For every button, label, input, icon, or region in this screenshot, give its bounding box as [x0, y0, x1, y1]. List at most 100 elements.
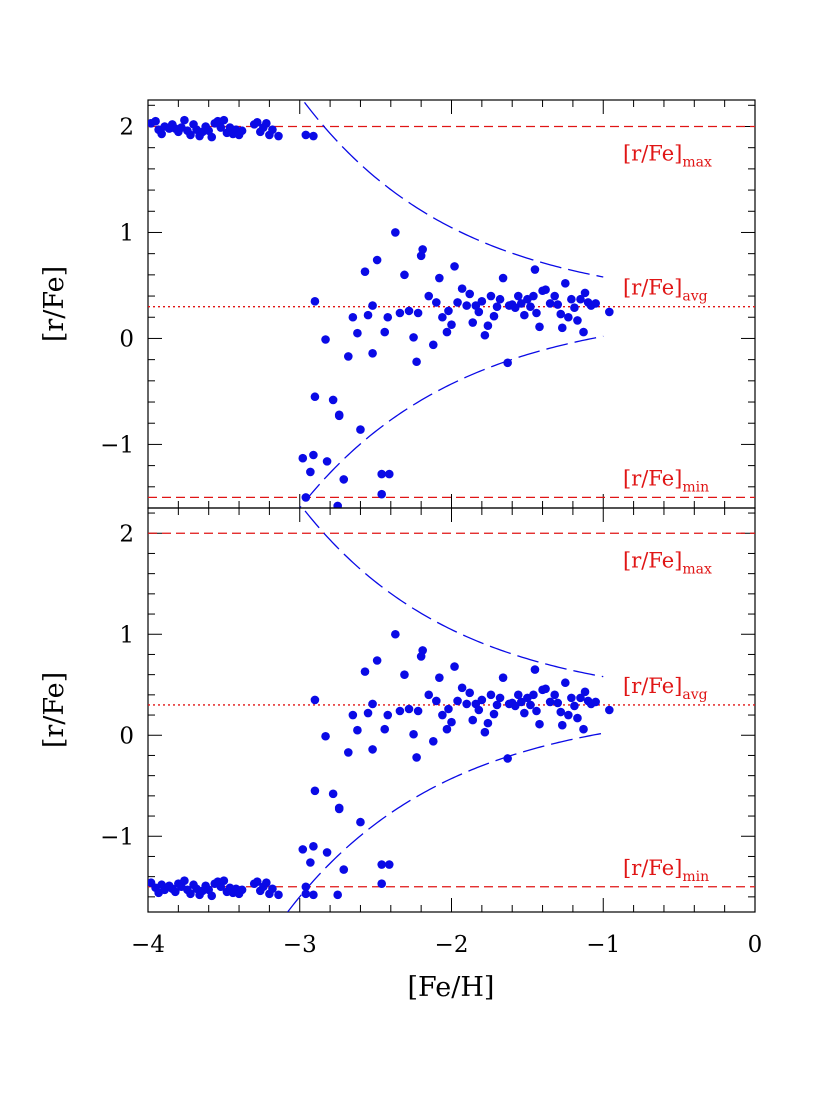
- data-point: [530, 665, 540, 674]
- data-point: [412, 753, 421, 762]
- data-point: [510, 303, 520, 313]
- data-point: [428, 737, 438, 746]
- data-point: [486, 690, 496, 700]
- reference-label-max: [r/Fe]max: [623, 141, 712, 170]
- x-tick-label: −4: [131, 932, 165, 958]
- data-point: [309, 842, 318, 851]
- data-point: [333, 501, 342, 508]
- data-point: [545, 697, 555, 707]
- data-point: [535, 322, 544, 332]
- data-point: [328, 395, 338, 405]
- reference-label-main: [r/Fe]: [623, 548, 682, 572]
- reference-label-min: [r/Fe]min: [623, 466, 709, 495]
- data-point: [413, 308, 423, 318]
- reference-label-sub: min: [682, 869, 709, 885]
- data-point: [520, 310, 529, 320]
- data-point: [151, 116, 160, 126]
- data-point: [353, 725, 362, 735]
- data-point: [541, 285, 550, 294]
- data-point: [301, 493, 311, 502]
- data-point: [605, 307, 614, 317]
- data-point: [529, 690, 538, 700]
- data-point: [207, 132, 217, 142]
- data-point: [556, 707, 566, 717]
- data-point: [237, 126, 247, 136]
- data-point: [457, 284, 467, 293]
- data-point: [457, 683, 467, 693]
- data-point: [333, 890, 342, 900]
- data-point: [262, 878, 271, 888]
- data-point: [321, 731, 330, 741]
- data-point: [517, 299, 526, 308]
- y-tick-label: 2: [119, 114, 134, 140]
- data-point: [462, 699, 471, 709]
- data-point: [468, 318, 478, 327]
- data-point: [400, 670, 409, 679]
- data-point: [310, 695, 320, 705]
- y-tick-label: −1: [100, 824, 134, 850]
- data-point: [268, 125, 277, 134]
- data-point: [567, 294, 576, 304]
- data-point: [570, 701, 579, 711]
- data-point: [339, 865, 349, 874]
- reference-label-sub: avg: [682, 687, 707, 703]
- data-point: [306, 467, 315, 477]
- data-point: [510, 701, 520, 711]
- data-point: [453, 298, 462, 307]
- data-point: [356, 425, 365, 434]
- data-point: [503, 754, 512, 763]
- data-point: [468, 715, 478, 725]
- data-point: [444, 704, 453, 714]
- envelope-lower-curve: [287, 732, 604, 912]
- data-point: [591, 299, 600, 308]
- y-tick-label: 0: [119, 723, 134, 749]
- reference-label-sub: max: [682, 154, 712, 170]
- data-point: [553, 698, 563, 708]
- data-point: [262, 119, 271, 128]
- reference-label-main: [r/Fe]: [623, 466, 682, 490]
- data-point: [321, 335, 330, 344]
- data-point: [450, 262, 459, 271]
- reference-label-sub: min: [682, 479, 709, 495]
- data-point: [301, 882, 311, 892]
- data-point: [561, 279, 570, 288]
- data-point: [309, 131, 318, 141]
- data-point: [480, 727, 490, 737]
- data-point: [368, 301, 377, 310]
- data-point: [535, 719, 544, 729]
- data-point: [309, 450, 318, 460]
- data-point: [503, 358, 512, 368]
- data-point: [444, 306, 453, 316]
- data-point: [567, 693, 576, 703]
- data-point: [553, 300, 563, 309]
- reference-label-sub: max: [682, 561, 712, 577]
- reference-label-main: [r/Fe]: [623, 856, 682, 880]
- data-point: [204, 126, 213, 136]
- reference-label-avg: [r/Fe]avg: [623, 674, 708, 703]
- data-point: [605, 705, 614, 715]
- data-point: [395, 706, 405, 716]
- x-tick-label: −3: [283, 932, 317, 958]
- data-point: [591, 697, 600, 707]
- data-point: [480, 330, 490, 340]
- data-point: [171, 887, 180, 897]
- data-point: [495, 294, 505, 304]
- data-point: [576, 693, 585, 703]
- data-point: [186, 889, 195, 899]
- envelope-upper-curve: [301, 508, 604, 678]
- data-point: [465, 289, 475, 299]
- data-point: [301, 130, 311, 140]
- data-point: [532, 706, 541, 716]
- data-point: [298, 453, 308, 463]
- data-point: [360, 667, 370, 676]
- data-point: [438, 312, 447, 322]
- y-axis-title: [r/Fe]: [39, 266, 70, 342]
- data-point: [377, 489, 386, 499]
- data-point: [520, 708, 529, 718]
- data-point: [309, 890, 318, 900]
- data-point: [517, 697, 526, 707]
- reference-label-main: [r/Fe]: [623, 674, 682, 698]
- data-point: [513, 291, 523, 301]
- reference-label-main: [r/Fe]: [623, 141, 682, 165]
